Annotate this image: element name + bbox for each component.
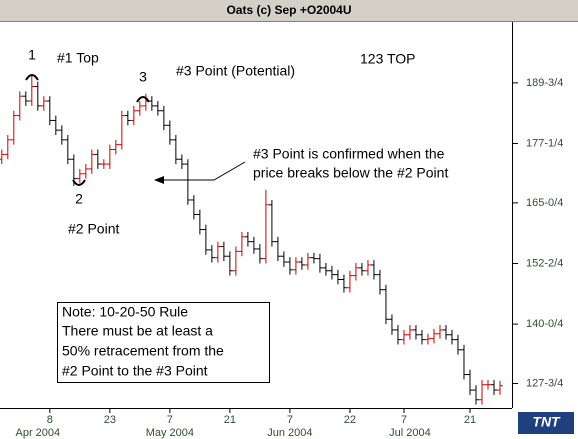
arrow (160, 161, 246, 181)
title-bar (0, 0, 578, 22)
note-line: There must be at least a (62, 323, 213, 339)
x-tick-label: 8 (47, 414, 53, 426)
x-tick-label: 7 (287, 414, 293, 426)
month-label: Apr 2004 (15, 427, 60, 439)
plot-area (0, 74, 503, 405)
month-label: May 2004 (146, 427, 194, 439)
y-tick-label: 127-3/4 (526, 377, 563, 389)
chart-title: Oats (c) Sep +O2004U (226, 3, 351, 17)
x-tick-label: 7 (401, 414, 407, 426)
note-box (57, 302, 270, 383)
annotation: price breaks below the #2 Point (253, 165, 448, 181)
headline: 123 TOP (360, 51, 416, 67)
annotation: #3 Point (Potential) (176, 63, 295, 79)
arrow-head (154, 176, 164, 184)
logo-box (518, 412, 574, 434)
y-tick-label: 140-0/4 (526, 318, 563, 330)
bracket (136, 96, 150, 103)
note-line: Note: 10-20-50 Rule (62, 304, 188, 320)
x-tick-label: 23 (104, 414, 116, 426)
annotation: 2 (75, 191, 83, 207)
x-tick-label: 7 (167, 414, 173, 426)
annotation: #2 Point (68, 221, 119, 237)
bracket (72, 179, 86, 186)
x-tick-label: 22 (344, 414, 356, 426)
x-tick-label: 21 (224, 414, 236, 426)
note-line: #2 Point to the #3 Point (62, 363, 208, 379)
month-label: Jun 2004 (267, 427, 312, 439)
annotation: #1 Top (57, 50, 99, 66)
logo: TNT (532, 414, 561, 430)
annotation: 1 (28, 47, 36, 63)
month-label: Jul 2004 (389, 427, 431, 439)
annotation: #3 Point is confirmed when the (253, 146, 445, 162)
x-tick-label: 21 (464, 414, 476, 426)
y-tick-label: 152-2/4 (526, 257, 563, 269)
annotation: 3 (139, 69, 147, 85)
y-tick-label: 189-3/4 (526, 77, 563, 89)
y-tick-label: 177-1/4 (526, 137, 563, 149)
bracket (25, 74, 39, 81)
note-line: 50% retracement from the (62, 343, 224, 359)
y-tick-label: 165-0/4 (526, 197, 563, 209)
